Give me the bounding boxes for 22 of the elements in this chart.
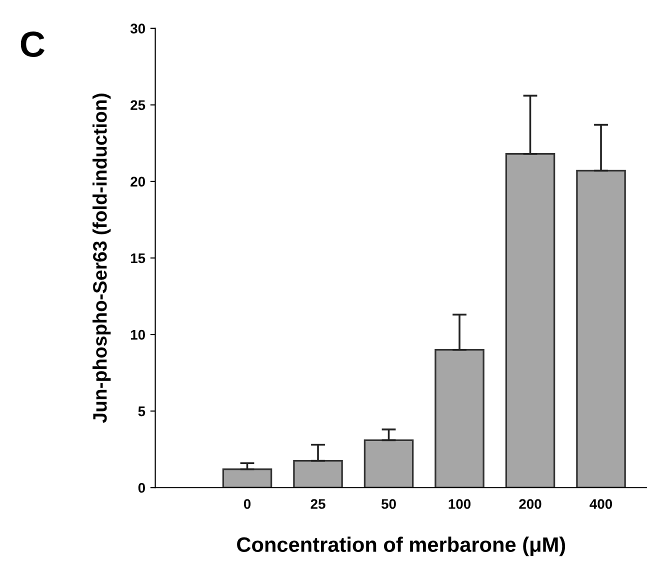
y-axis-title: Jun-phospho-Ser63 (fold-induction): [92, 94, 111, 423]
bar: [222, 468, 272, 488]
y-tick-label: 15: [130, 253, 146, 264]
x-tick-label: 0: [244, 499, 251, 509]
x-tick-label: 50: [381, 499, 396, 509]
y-tick-label: 5: [138, 406, 146, 416]
y-tick-label: 0: [138, 482, 145, 493]
x-tick-label: 400: [590, 499, 612, 509]
y-tick-label: 30: [130, 24, 145, 34]
bar: [434, 349, 484, 488]
bar: [364, 439, 414, 488]
x-tick-label: 25: [310, 499, 326, 509]
y-tick-label: 25: [130, 100, 146, 110]
bar: [293, 460, 343, 488]
x-axis-title: Concentration of merbarone (μM): [237, 536, 566, 556]
y-tick-label: 10: [130, 330, 145, 340]
x-tick-label: 100: [448, 499, 471, 509]
text: C: [20, 31, 44, 58]
bar: [576, 170, 626, 488]
bar: [505, 153, 556, 488]
x-tick-label: 200: [519, 499, 542, 509]
y-tick-label: 20: [130, 176, 145, 187]
